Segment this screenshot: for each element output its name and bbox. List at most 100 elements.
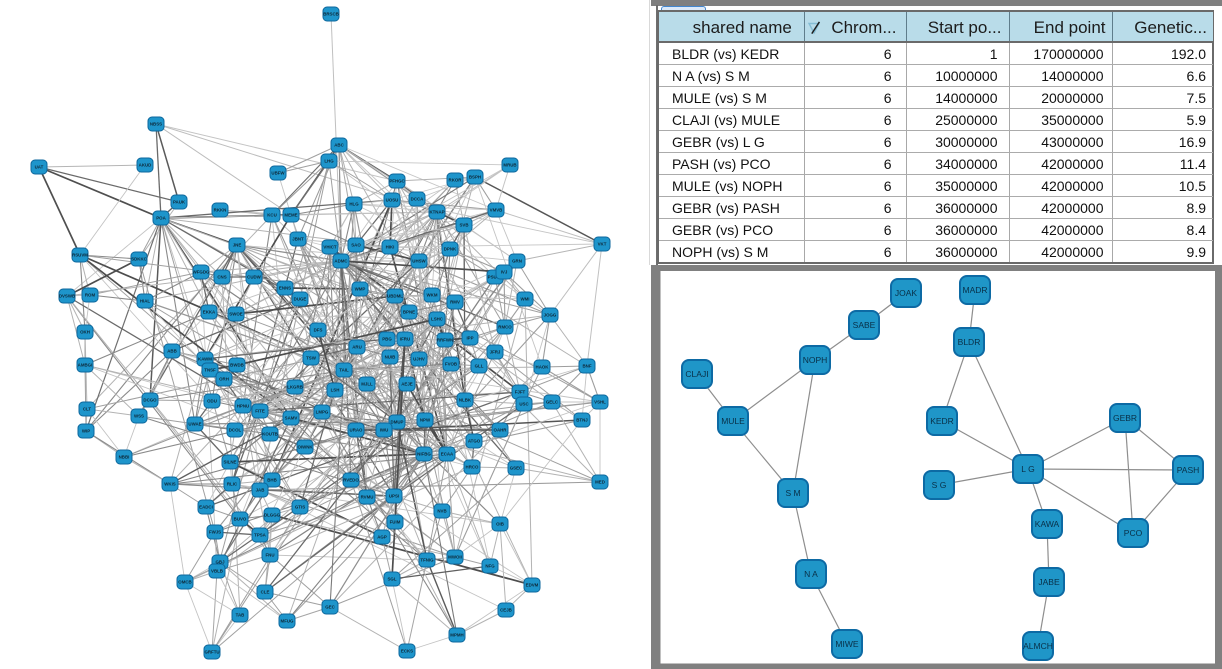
svg-text:RKOR: RKOR [449, 178, 463, 183]
svg-text:FITE: FITE [255, 409, 265, 414]
svg-text:ROM: ROM [85, 293, 96, 298]
svg-text:MED: MED [595, 480, 605, 485]
svg-text:BWDB: BWDB [230, 363, 244, 368]
svg-text:WMP: WMP [355, 287, 366, 292]
svg-text:CUDW: CUDW [247, 275, 262, 280]
svg-text:JABE: JABE [1038, 577, 1060, 587]
svg-text:LSHC: LSHC [431, 317, 444, 322]
svg-text:VMVB: VMVB [490, 208, 503, 213]
svg-text:PASH: PASH [1177, 465, 1200, 475]
svg-text:ARU: ARU [352, 345, 362, 350]
svg-text:GRFTU: GRFTU [204, 650, 219, 655]
svg-text:IWU: IWU [380, 428, 389, 433]
svg-text:RVMU: RVMU [361, 495, 374, 500]
svg-text:OMCB: OMCB [178, 580, 191, 585]
svg-text:BPNE: BPNE [403, 310, 415, 315]
svg-text:GEC: GEC [325, 605, 335, 610]
svg-text:WIP: WIP [82, 429, 90, 434]
svg-text:JOGG: JOGG [544, 313, 557, 318]
svg-text:ENNS: ENNS [279, 286, 291, 291]
svg-text:NBBI: NBBI [119, 455, 130, 460]
svg-text:DFS: DFS [314, 328, 323, 333]
svg-text:JOAK: JOAK [895, 288, 918, 298]
svg-text:RMCO: RMCO [498, 325, 512, 330]
svg-text:BLDR: BLDR [958, 337, 981, 347]
svg-text:FVOB: FVOB [445, 362, 457, 367]
svg-text:VSHL: VSHL [594, 400, 606, 405]
svg-text:RKKN: RKKN [214, 208, 227, 213]
svg-text:NFG: NFG [485, 564, 495, 569]
svg-text:OIB: OIB [496, 522, 504, 527]
svg-text:SVB: SVB [459, 223, 468, 228]
svg-text:DVSWB: DVSWB [59, 294, 75, 299]
svg-text:BNF: BNF [582, 364, 591, 369]
svg-text:LMPG: LMPG [316, 410, 329, 415]
svg-text:RMV: RMV [450, 300, 460, 305]
svg-text:NVB: NVB [437, 509, 446, 514]
svg-text:SGL: SGL [387, 577, 396, 582]
svg-text:RRFWN: RRFWN [437, 338, 453, 343]
svg-text:SWOE: SWOE [229, 312, 242, 317]
svg-text:BUVO: BUVO [234, 517, 247, 522]
svg-text:UPSI: UPSI [389, 494, 399, 499]
svg-text:PCO: PCO [1124, 528, 1143, 538]
svg-text:SABE: SABE [853, 320, 876, 330]
svg-text:ABB: ABB [167, 349, 177, 354]
svg-text:GLL: GLL [475, 364, 484, 369]
svg-text:JBNT: JBNT [292, 237, 304, 242]
svg-text:HIKI: HIKI [386, 245, 395, 250]
svg-text:KEDR: KEDR [930, 416, 954, 426]
svg-text:UAT: UAT [35, 165, 44, 170]
svg-text:FUIM: FUIM [390, 520, 401, 525]
svg-text:CLT: CLT [83, 407, 92, 412]
svg-text:VKT: VKT [598, 242, 607, 247]
svg-text:L G: L G [1021, 464, 1034, 474]
svg-text:UHSW: UHSW [412, 259, 426, 264]
svg-text:BRSCB: BRSCB [323, 12, 339, 17]
svg-text:SAMV: SAMV [285, 416, 298, 421]
svg-text:CLAJI: CLAJI [685, 369, 708, 379]
svg-text:LHG: LHG [324, 159, 334, 164]
svg-text:TAIL: TAIL [339, 368, 349, 373]
svg-text:FWJS: FWJS [209, 530, 221, 535]
svg-text:POA: POA [156, 216, 166, 221]
svg-text:MWOII: MWOII [448, 555, 462, 560]
svg-text:S M: S M [785, 488, 800, 498]
svg-text:RSUVM: RSUVM [72, 253, 88, 258]
svg-text:IPP: IPP [466, 336, 473, 341]
svg-text:MULE: MULE [721, 416, 745, 426]
svg-text:HLG: HLG [349, 202, 359, 207]
svg-text:JAB: JAB [256, 488, 265, 493]
svg-text:TFNIG: TFNIG [420, 558, 434, 563]
svg-text:TSW: TSW [306, 356, 317, 361]
svg-text:DUGE: DUGE [294, 297, 307, 302]
svg-text:EDVM: EDVM [526, 583, 539, 588]
svg-text:DLGGG: DLGGG [264, 513, 281, 518]
svg-text:KAWM: KAWM [198, 357, 212, 362]
svg-text:SDKKC: SDKKC [131, 257, 147, 262]
svg-text:BHB: BHB [267, 478, 277, 483]
svg-text:IVJ: IVJ [501, 270, 508, 275]
svg-text:UBDML: UBDML [387, 294, 403, 299]
svg-text:MIWE: MIWE [835, 639, 858, 649]
svg-text:AMBGI: AMBGI [78, 363, 93, 368]
svg-text:OAHR: OAHR [494, 428, 508, 433]
svg-text:DCGO: DCGO [143, 398, 157, 403]
svg-text:PFHGC: PFHGC [389, 179, 405, 184]
svg-text:GELC: GELC [546, 400, 559, 405]
svg-text:GRN: GRN [512, 259, 522, 264]
svg-text:JFRJ: JFRJ [490, 350, 501, 355]
svg-text:MPMH: MPMH [450, 633, 463, 638]
svg-text:NLBK: NLBK [459, 398, 472, 403]
svg-text:NBSS: NBSS [150, 122, 162, 127]
svg-text:AEJE: AEJE [401, 382, 413, 387]
svg-text:EADCI: EADCI [199, 505, 213, 510]
svg-text:NUIB: NUIB [385, 355, 396, 360]
svg-text:TPSA: TPSA [254, 533, 267, 538]
svg-text:AKUD: AKUD [139, 163, 152, 168]
svg-text:KOUTB: KOUTB [262, 432, 278, 437]
svg-text:RLIC: RLIC [227, 482, 238, 487]
svg-text:UWAE: UWAE [188, 422, 201, 427]
svg-text:DCOL: DCOL [229, 428, 242, 433]
svg-text:WMI: WMI [520, 297, 529, 302]
